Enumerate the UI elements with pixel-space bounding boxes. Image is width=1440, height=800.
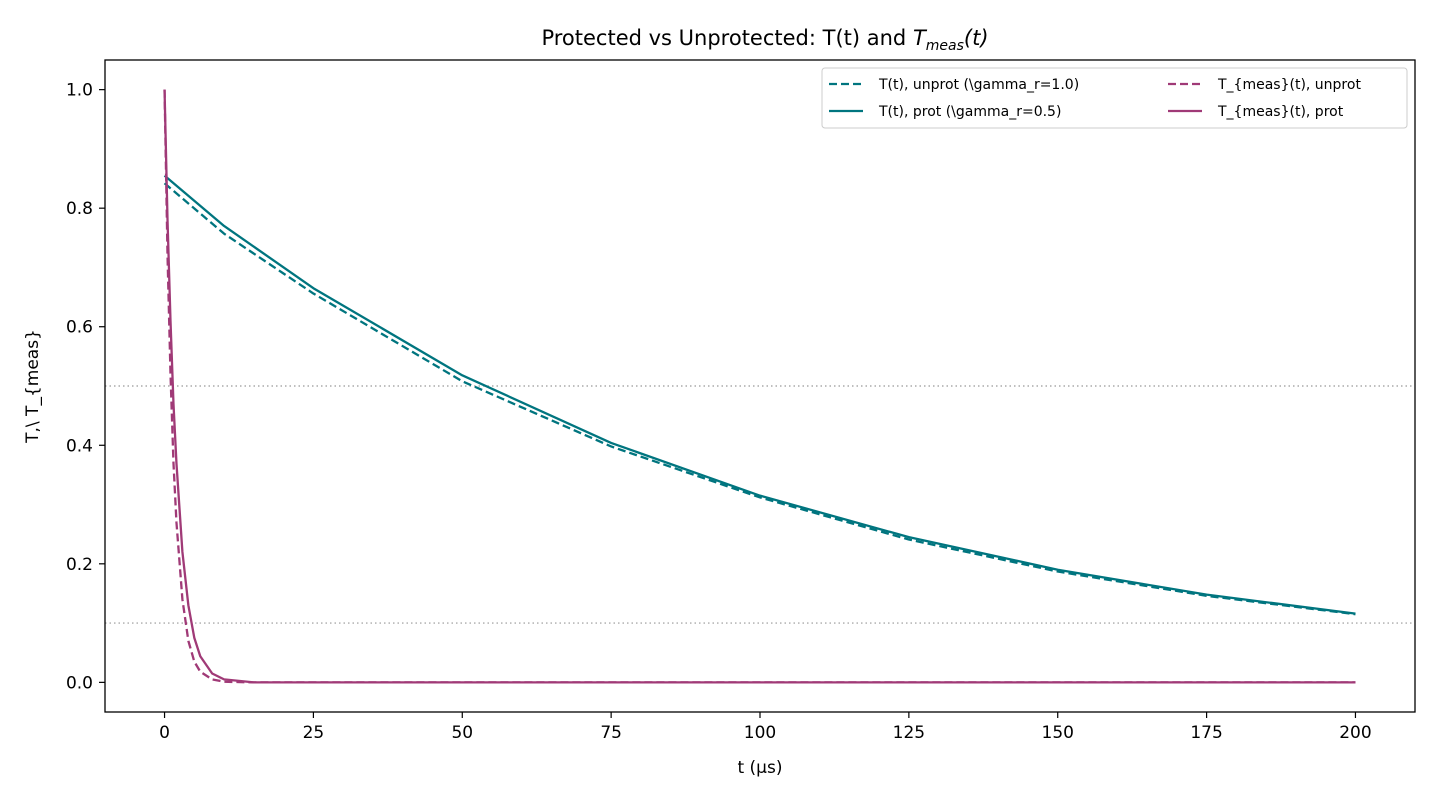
series-layer xyxy=(163,89,1356,684)
y-axis: 0.0 0.2 0.4 0.6 0.8 1.0 xyxy=(66,81,105,693)
y-tick-label: 1.0 xyxy=(66,81,93,101)
y-tick-label: 0.0 xyxy=(66,673,93,693)
x-tick-label: 0 xyxy=(159,723,170,743)
x-tick-label: 175 xyxy=(1190,723,1222,743)
x-tick-label: 75 xyxy=(600,723,622,743)
legend: T(t), unprot (\gamma_r=1.0) T(t), prot (\… xyxy=(821,67,1408,129)
x-tick-label: 100 xyxy=(744,723,776,743)
x-axis: 0 25 50 75 100 125 150 175 200 xyxy=(159,712,1372,743)
x-tick-label: 125 xyxy=(893,723,925,743)
y-tick-label: 0.4 xyxy=(66,436,93,456)
series-line xyxy=(163,89,1356,684)
x-tick-label: 200 xyxy=(1339,723,1371,743)
y-tick-label: 0.8 xyxy=(66,199,93,219)
y-axis-label: T,\ T_{meas} xyxy=(23,329,43,444)
x-tick-label: 50 xyxy=(451,723,473,743)
series-line xyxy=(163,174,1356,615)
x-tick-label: 25 xyxy=(303,723,325,743)
series-line xyxy=(163,182,1356,616)
legend-label: T(t), unprot (\gamma_r=1.0) xyxy=(878,77,1079,93)
chart-title: Protected vs Unprotected: T(t) and Tmeas… xyxy=(541,26,988,54)
x-tick-label: 150 xyxy=(1042,723,1074,743)
legend-label: T_{meas}(t), unprot xyxy=(1217,77,1361,93)
y-tick-label: 0.2 xyxy=(66,555,93,575)
x-axis-label: t (μs) xyxy=(737,758,782,778)
legend-frame xyxy=(821,67,1408,129)
legend-label: T_{meas}(t), prot xyxy=(1217,104,1344,120)
y-tick-label: 0.6 xyxy=(66,318,93,338)
legend-label: T(t), prot (\gamma_r=0.5) xyxy=(878,104,1061,120)
